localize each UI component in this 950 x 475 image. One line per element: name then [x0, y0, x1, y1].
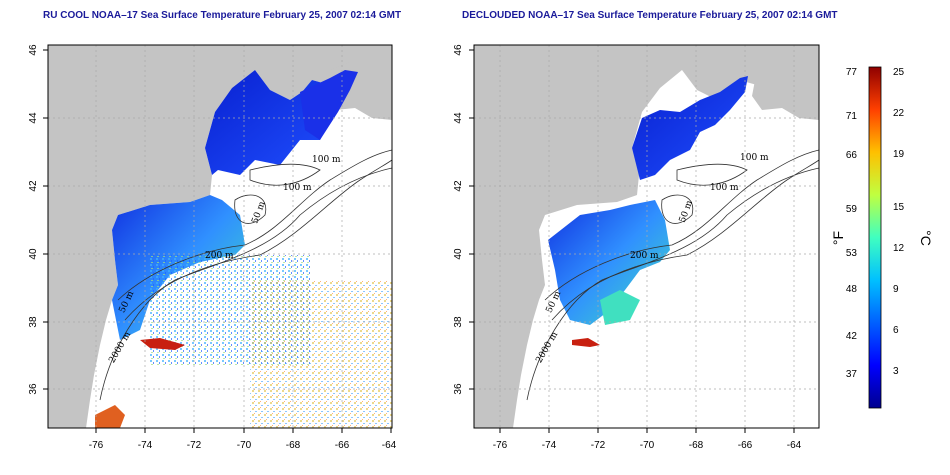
colorbar-f-label: 59	[846, 204, 858, 215]
left-sst-gulf-stream-south	[95, 405, 125, 428]
right-y-tick-label: 44	[453, 112, 464, 124]
colorbar-c-label: 6	[893, 325, 899, 336]
left-x-tick-label: -70	[237, 440, 252, 451]
left-x-tick-label: -64	[382, 440, 397, 451]
left-x-tick-label: -66	[335, 440, 350, 451]
right-map-panel: 100 m 100 m 50 m 200 m 50 m 2000 m -76 -…	[453, 44, 820, 451]
colorbar-c-label: 12	[893, 243, 905, 254]
right-map-land-newfoundland	[752, 58, 819, 120]
left-y-tick-label: 36	[28, 383, 39, 395]
left-grid	[48, 45, 392, 428]
colorbar-unit-fahrenheit: °F	[830, 231, 846, 245]
colorbar: 77 71 66 59 53 48 42 37 25 22 19 15 12 9…	[830, 66, 934, 409]
colorbar-f-label: 37	[846, 369, 858, 380]
left-x-tick-label: -76	[89, 440, 104, 451]
right-x-tick-label: -70	[640, 440, 655, 451]
colorbar-f-label: 77	[846, 67, 858, 78]
right-x-tick-label: -68	[689, 440, 704, 451]
colorbar-gradient	[868, 66, 882, 409]
right-bathymetry-contours	[526, 149, 820, 401]
left-contour-label-4: 200 m	[205, 251, 234, 261]
right-y-tick-label: 36	[453, 383, 464, 395]
colorbar-f-label: 53	[846, 248, 858, 259]
colorbar-f-label: 71	[846, 111, 858, 122]
left-panel-title: RU COOL NOAA–17 Sea Surface Temperature …	[43, 10, 402, 21]
left-y-ticks: 36 38 40 42 44 46	[28, 44, 48, 395]
colorbar-c-label: 15	[893, 202, 905, 213]
right-y-tick-label: 42	[453, 180, 464, 192]
colorbar-c-label: 3	[893, 366, 899, 377]
right-x-ticks: -76 -74 -72 -70 -68 -66 -64	[493, 428, 802, 451]
left-map-frame	[47, 44, 393, 429]
right-sst-gulf-stream	[572, 338, 600, 347]
right-contour-label-2: 100 m	[710, 183, 739, 193]
right-x-tick-label: -64	[787, 440, 802, 451]
right-panel-title: DECLOUDED NOAA–17 Sea Surface Temperatur…	[462, 10, 838, 21]
left-y-tick-label: 44	[28, 112, 39, 124]
left-map-land	[48, 45, 392, 428]
right-y-ticks: 36 38 40 42 44 46	[453, 44, 474, 395]
right-x-tick-label: -66	[738, 440, 753, 451]
colorbar-f-label: 42	[846, 331, 858, 342]
colorbar-f-label: 66	[846, 150, 858, 161]
right-sst-mid-atlantic	[548, 200, 670, 325]
left-y-tick-label: 38	[28, 316, 39, 328]
colorbar-c-label: 25	[893, 67, 905, 78]
right-x-tick-label: -74	[542, 440, 557, 451]
right-contour-label-4: 200 m	[630, 251, 659, 261]
right-y-tick-label: 38	[453, 316, 464, 328]
left-sst-nova-scotia	[300, 70, 358, 140]
right-y-tick-label: 40	[453, 248, 464, 260]
left-x-tick-label: -72	[187, 440, 202, 451]
right-sst-gulf-of-maine	[632, 76, 748, 180]
left-map-panel: 100 m 100 m 50 m 200 m 50 m 2000 m -76 -…	[28, 44, 397, 451]
left-sst-gulf-stream	[140, 338, 185, 350]
left-x-tick-label: -74	[138, 440, 153, 451]
right-x-tick-label: -72	[591, 440, 606, 451]
left-x-tick-label: -68	[286, 440, 301, 451]
right-grid	[474, 45, 819, 428]
right-contour-label-1: 100 m	[740, 153, 769, 163]
left-y-tick-label: 40	[28, 248, 39, 260]
colorbar-c-label: 9	[893, 284, 899, 295]
right-y-tick-label: 46	[453, 44, 464, 56]
right-x-tick-label: -76	[493, 440, 508, 451]
left-contour-label-2: 100 m	[283, 183, 312, 193]
left-contour-label-1: 100 m	[312, 155, 341, 165]
colorbar-c-label: 22	[893, 108, 905, 119]
left-y-tick-label: 46	[28, 44, 39, 56]
colorbar-f-label: 48	[846, 284, 858, 295]
right-sst-slope-patch	[600, 290, 640, 325]
left-y-tick-label: 42	[28, 180, 39, 192]
colorbar-unit-celsius: °C	[918, 230, 934, 246]
left-x-ticks: -76 -74 -72 -70 -68 -66 -64	[89, 428, 397, 451]
right-map-land	[474, 45, 819, 428]
colorbar-c-label: 19	[893, 149, 905, 160]
left-sst-speckle-offshore	[250, 280, 392, 428]
